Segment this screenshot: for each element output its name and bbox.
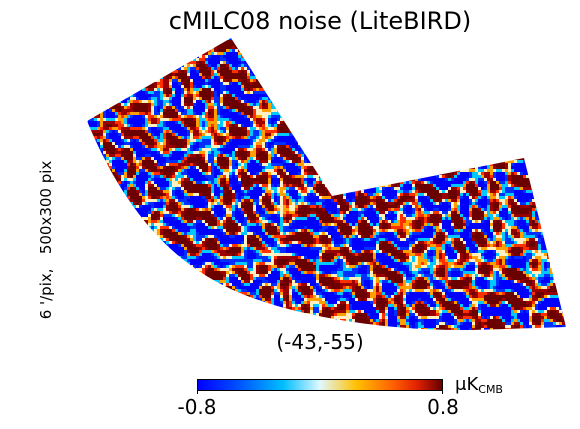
colorbar-min-label: -0.8	[177, 395, 217, 419]
noise-pattern	[87, 38, 566, 331]
unit-subscript: CMB	[478, 383, 503, 396]
colorbar-unit: μKCMB	[455, 374, 503, 401]
center-coordinates: (-43,-55)	[276, 330, 364, 354]
colorbar	[197, 379, 443, 391]
plot-title: cMILC08 noise (LiteBIRD)	[168, 7, 472, 35]
colorbar-min-tick	[197, 389, 198, 394]
colorbar-max-label: 0.8	[427, 395, 459, 419]
colorbar-max-tick	[442, 389, 443, 394]
unit-symbol: μK	[455, 374, 479, 395]
